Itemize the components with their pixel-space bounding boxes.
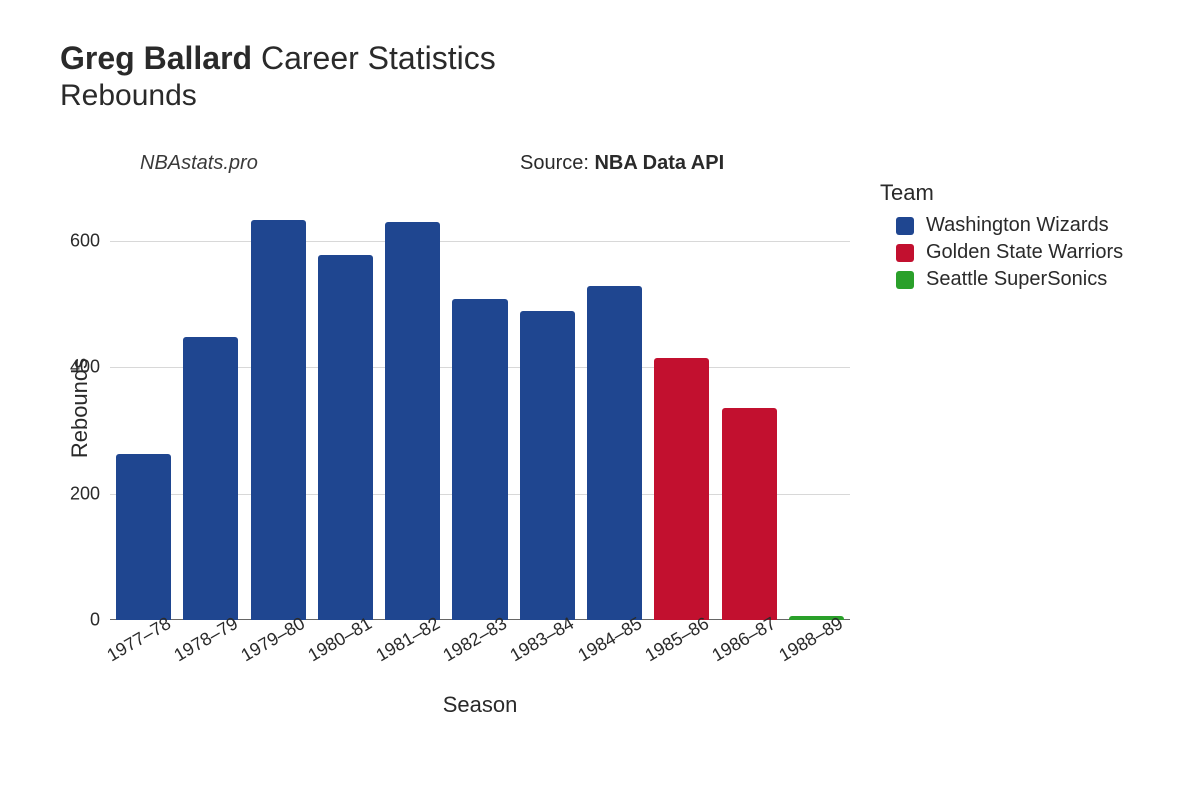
source-prefix: Source: [520,152,594,174]
gridline [110,241,850,242]
x-tick-label: 1980–81 [305,613,376,666]
x-tick-label: 1979–80 [238,613,309,666]
bar [520,311,575,620]
bar [183,337,238,620]
source-name: NBA Data API [594,152,724,174]
x-tick-label: 1984–85 [574,613,645,666]
legend-item: Washington Wizards [880,214,1123,237]
x-tick-label: 1983–84 [507,613,578,666]
bar [318,255,373,621]
bar [385,222,440,620]
bar [116,454,171,620]
legend-swatch [896,244,914,262]
plot-area: Season 02004006001977–781978–791979–8019… [110,190,850,620]
chart-title-line2: Rebounds [60,79,496,113]
y-tick-label: 600 [70,230,110,251]
legend-title: Team [880,180,1123,206]
y-tick-label: 200 [70,483,110,504]
legend-label: Washington Wizards [926,214,1109,237]
title-suffix: Career Statistics [261,40,496,76]
bar [251,220,306,620]
x-tick-label: 1986–87 [709,613,780,666]
y-tick-label: 0 [90,610,110,631]
title-player: Greg Ballard [60,40,252,76]
source-attribution: Source: NBA Data API [520,152,724,175]
x-axis-label: Season [443,692,518,718]
chart-title-block: Greg Ballard Career Statistics Rebounds [60,40,496,113]
bar [654,358,709,620]
watermark-text: NBAstats.pro [140,152,258,175]
legend-swatch [896,271,914,289]
legend-swatch [896,217,914,235]
x-tick-label: 1988–89 [776,613,847,666]
legend-item: Golden State Warriors [880,241,1123,264]
legend-label: Seattle SuperSonics [926,268,1107,291]
bar [722,408,777,620]
chart-container: Greg Ballard Career Statistics Rebounds … [0,0,1200,800]
chart-title-line1: Greg Ballard Career Statistics [60,40,496,77]
bar [587,286,642,620]
legend-item: Seattle SuperSonics [880,268,1123,291]
y-tick-label: 400 [70,357,110,378]
bar [452,299,507,620]
legend-label: Golden State Warriors [926,241,1123,264]
x-tick-label: 1982–83 [440,613,511,666]
x-tick-label: 1977–78 [103,613,174,666]
x-tick-label: 1985–86 [641,613,712,666]
legend: Team Washington Wizards Golden State Warr… [880,180,1123,295]
x-tick-label: 1978–79 [170,613,241,666]
x-tick-label: 1981–82 [372,613,443,666]
